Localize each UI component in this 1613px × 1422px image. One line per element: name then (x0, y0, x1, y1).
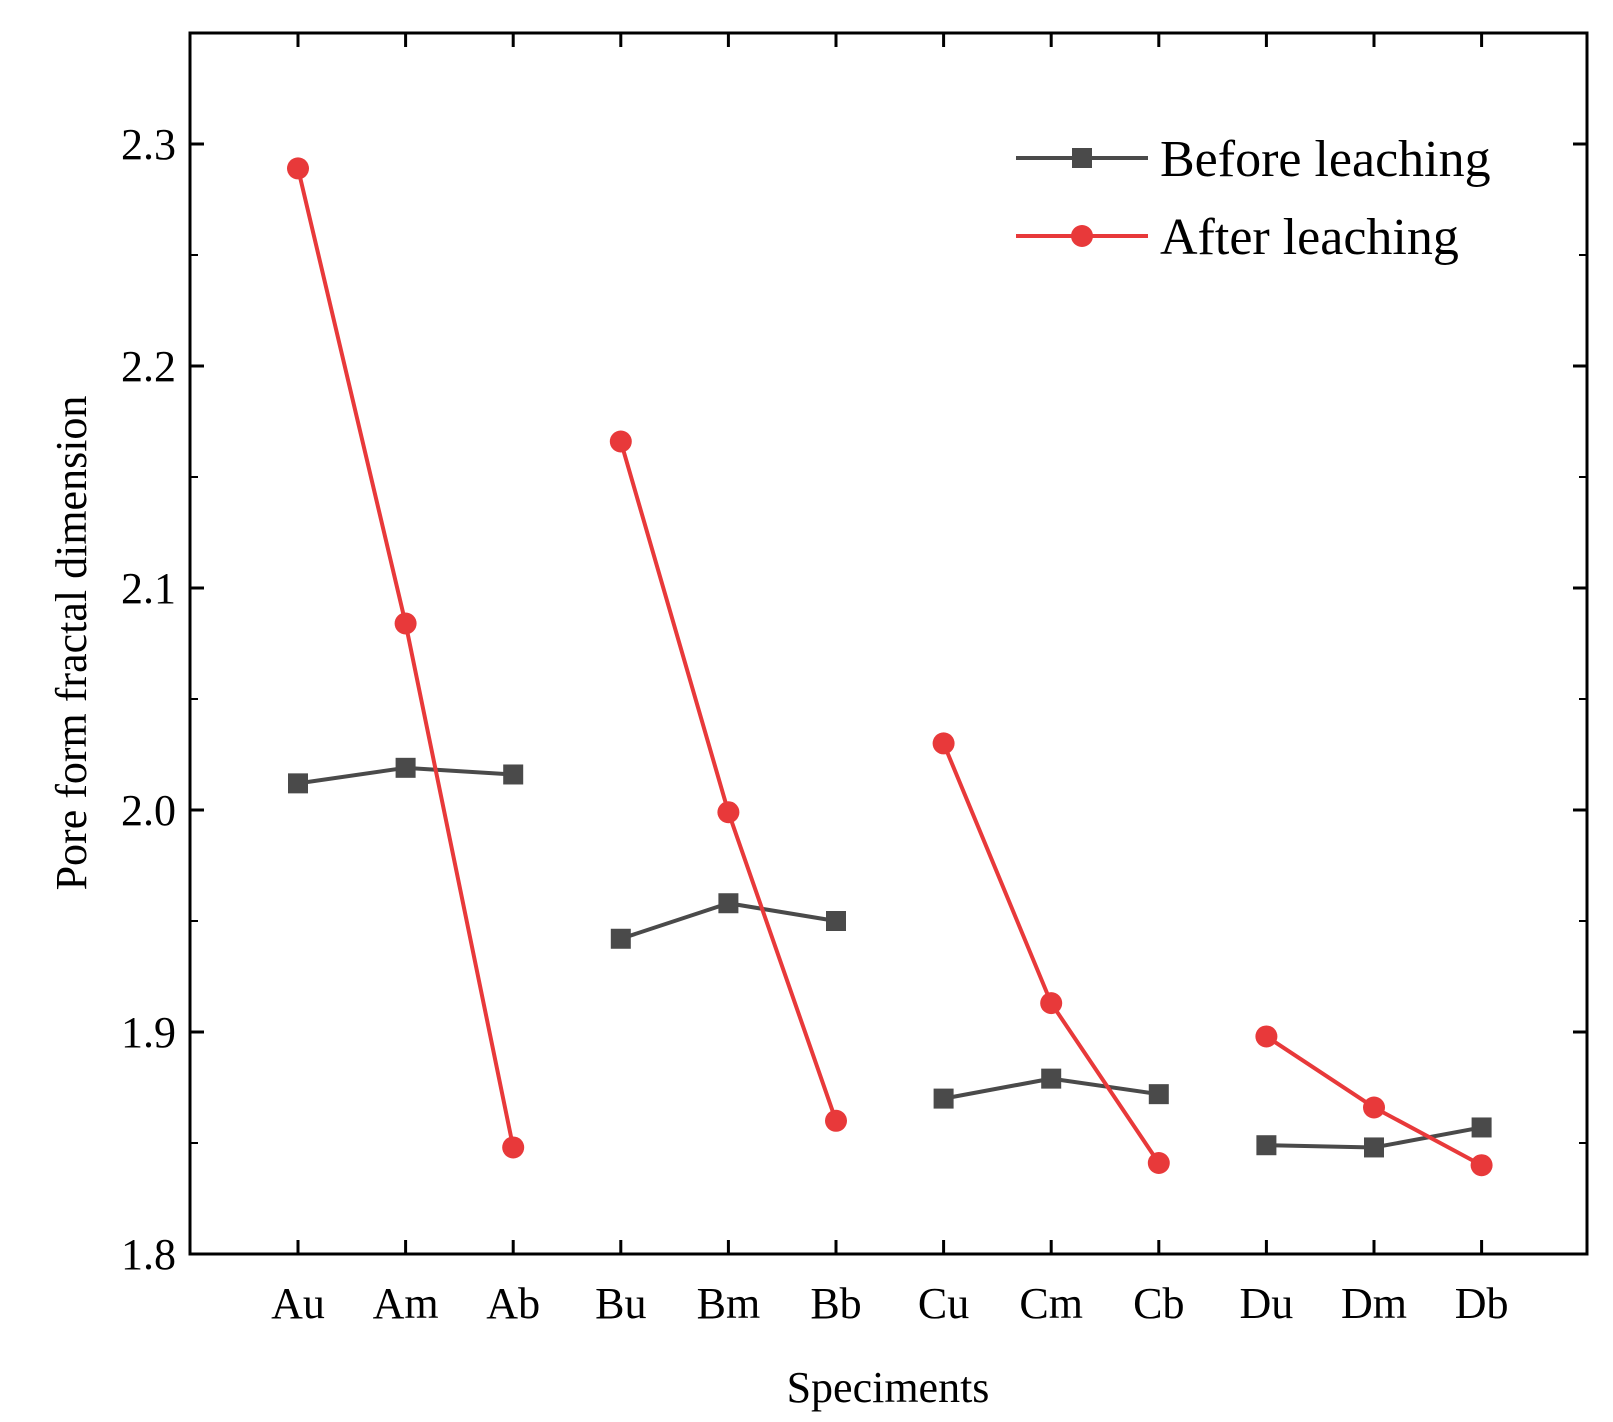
data-point (1255, 1025, 1278, 1048)
legend-marker (1071, 225, 1093, 247)
data-point (826, 911, 846, 931)
data-point (1148, 1084, 1169, 1105)
x-tick-label: Du (1240, 1279, 1294, 1328)
data-point (1040, 992, 1063, 1015)
x-tick-label: Db (1455, 1279, 1509, 1328)
data-point (1470, 1154, 1493, 1177)
series-after-leaching (287, 157, 1493, 1177)
x-tick-label: Bb (810, 1279, 861, 1328)
series-before-leaching (288, 757, 1492, 1158)
x-tick-label: Ab (486, 1279, 540, 1328)
y-tick-label: 2.2 (121, 342, 176, 391)
data-point (502, 1136, 525, 1159)
legend-label: Before leaching (1160, 131, 1491, 188)
plot-frame (188, 31, 1589, 1256)
data-point (825, 1109, 847, 1132)
legend: Before leaching After leaching (1016, 131, 1491, 266)
y-tick-label: 2.1 (121, 564, 176, 613)
data-point (1256, 1135, 1277, 1156)
legend-marker (1072, 148, 1092, 168)
legend-label: After leaching (1160, 209, 1459, 266)
x-tick-label: Am (373, 1279, 439, 1328)
data-point (718, 893, 739, 914)
data-point (503, 764, 524, 785)
y-tick-label: 2.3 (121, 120, 176, 169)
x-tick-label: Bm (697, 1279, 761, 1328)
x-tick-label: Cb (1133, 1279, 1184, 1328)
data-point (1041, 1068, 1062, 1089)
data-point (717, 801, 740, 824)
y-axis-title: Pore form fractal dimension (47, 396, 96, 891)
data-point (933, 1088, 954, 1109)
data-point (1147, 1151, 1170, 1174)
series-line (618, 440, 838, 1122)
x-tick-label: Dm (1341, 1279, 1407, 1328)
x-tick-label: Au (271, 1279, 325, 1328)
x-tick-label: Bu (595, 1279, 646, 1328)
data-point (609, 430, 632, 453)
x-tick-label: Cu (918, 1279, 969, 1328)
y-axis: 1.8 1.9 2.0 2.1 2.2 2.3 (121, 32, 1587, 1279)
y-tick-label: 2.0 (121, 786, 176, 835)
series-line (941, 742, 1161, 1165)
x-tick-label: Cm (1019, 1279, 1083, 1328)
data-point (395, 757, 416, 778)
data-point (932, 732, 955, 755)
data-point (1471, 1117, 1492, 1138)
data-point (288, 773, 308, 794)
series-line (296, 167, 516, 1148)
x-axis: Au Am Ab Bu Bm Bb Cu Cm Cb Du Dm Db (271, 33, 1508, 1328)
series-layer (287, 157, 1493, 1177)
x-axis-title: Speciments (787, 1363, 990, 1412)
data-point (1364, 1137, 1384, 1158)
data-point (394, 612, 417, 635)
data-point (1363, 1096, 1385, 1119)
y-tick-label: 1.8 (121, 1230, 176, 1279)
data-point (610, 928, 631, 949)
data-point (287, 157, 309, 180)
y-tick-label: 1.9 (121, 1008, 176, 1057)
